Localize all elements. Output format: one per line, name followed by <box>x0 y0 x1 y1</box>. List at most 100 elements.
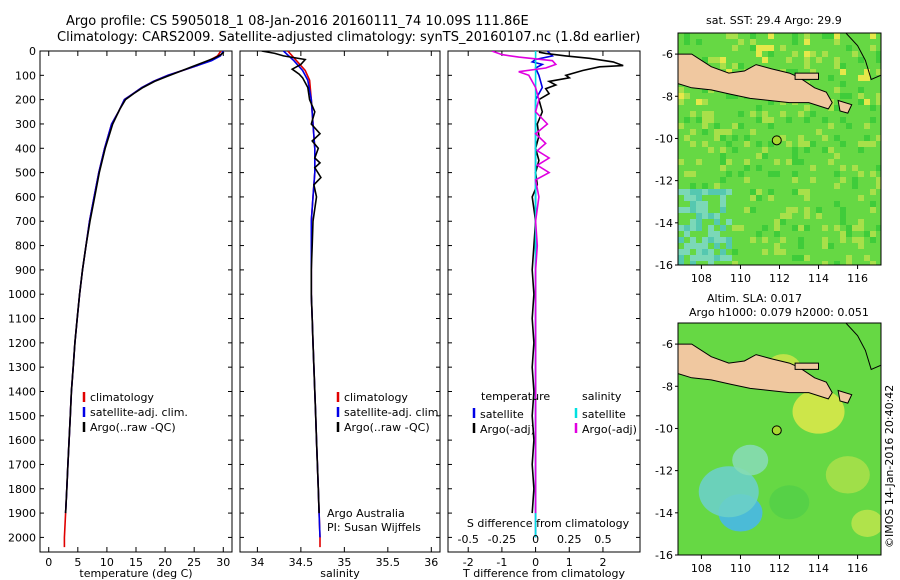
sst-cell <box>720 63 726 69</box>
sst-cell <box>696 39 702 45</box>
sst-cell <box>702 129 708 135</box>
sst-cell <box>696 219 702 225</box>
sst-cell <box>702 57 708 63</box>
temperature-series-argo-raw-qc- <box>64 51 225 514</box>
sst-cell <box>726 69 732 75</box>
sst-cell <box>870 117 876 123</box>
sst-cell <box>822 243 828 249</box>
temperature-series-climatology <box>63 51 222 548</box>
depth-tick-label: 600 <box>15 191 36 204</box>
sst-cell <box>834 171 840 177</box>
depth-tick-label: 100 <box>15 69 36 82</box>
sst-cell <box>678 123 684 129</box>
sst-cell <box>756 105 762 111</box>
sst-cell <box>750 237 756 243</box>
difference-axes-frame <box>447 50 641 553</box>
sst-cell <box>678 207 684 213</box>
diff-legend-entry: Argo(-adj) <box>480 423 535 436</box>
sst-cell <box>726 33 732 39</box>
temperature-xlabel: temperature (deg C) <box>79 567 192 580</box>
depth-tick-label: 400 <box>15 142 36 155</box>
sst-lat-tick-label: -10 <box>655 132 673 145</box>
sst-cell <box>678 99 684 105</box>
sdiff-tick-label: 0.5 <box>594 533 612 546</box>
sst-cell <box>696 249 702 255</box>
sst-cell <box>822 51 828 57</box>
sst-cell <box>756 117 762 123</box>
sst-cell <box>720 195 726 201</box>
sst-cell <box>702 111 708 117</box>
sst-cell <box>870 237 876 243</box>
argo-float-marker <box>771 135 782 146</box>
sst-cell <box>780 45 786 51</box>
sdiff-tick-label: -0.25 <box>488 533 516 546</box>
sst-cell <box>804 57 810 63</box>
sst-cell <box>792 225 798 231</box>
sst-cell <box>852 237 858 243</box>
sst-cell <box>678 159 684 165</box>
sst-cell <box>714 243 720 249</box>
sst-cell <box>864 99 870 105</box>
sst-cell <box>702 141 708 147</box>
sst-cell <box>858 93 864 99</box>
sst-map-title: sat. SST: 29.4 Argo: 29.9 <box>706 14 842 27</box>
sst-cell <box>702 183 708 189</box>
sst-cell <box>714 123 720 129</box>
sst-cell <box>786 57 792 63</box>
sst-cell <box>690 141 696 147</box>
bali-land <box>837 99 853 114</box>
sst-cell <box>762 225 768 231</box>
temperature-legend-entry: Argo(..raw -QC) <box>90 421 176 434</box>
sst-cell <box>702 207 708 213</box>
sst-cell <box>840 219 846 225</box>
sst-cell <box>732 123 738 129</box>
sst-cell <box>780 213 786 219</box>
sst-cell <box>732 33 738 39</box>
madura-land <box>794 72 819 80</box>
sst-cell <box>768 45 774 51</box>
sst-cell <box>696 225 702 231</box>
sst-cell <box>780 249 786 255</box>
sst-cell <box>786 69 792 75</box>
depth-tick-label: 1400 <box>8 385 36 398</box>
sst-cell <box>810 177 816 183</box>
sst-cell <box>678 237 684 243</box>
sla-anomaly-blob <box>732 444 769 476</box>
sst-cell <box>804 141 810 147</box>
sla-lon-tick-label: 116 <box>847 562 868 575</box>
sst-cell <box>858 87 864 93</box>
sla-lon-tick-label: 110 <box>730 562 751 575</box>
sst-cell <box>804 189 810 195</box>
sst-cell <box>798 135 804 141</box>
temperature-xtick-label: 5 <box>74 556 81 569</box>
sst-cell <box>870 45 876 51</box>
diff-legend-header-salinity: salinity <box>582 390 622 403</box>
sst-cell <box>750 189 756 195</box>
sst-cell <box>840 207 846 213</box>
sst-cell <box>750 207 756 213</box>
sst-cell <box>792 153 798 159</box>
sst-cell <box>858 225 864 231</box>
sst-cell <box>702 99 708 105</box>
depth-tick-label: 900 <box>15 264 36 277</box>
sst-cell <box>852 183 858 189</box>
temperature-panel: 0 5 10 15 20 25 30 temperature (deg C) 0 100 200 30… <box>8 45 233 580</box>
sdiff-tick-label: 0.25 <box>557 533 582 546</box>
sst-cell <box>732 45 738 51</box>
sst-cell <box>678 249 684 255</box>
sst-cell <box>870 171 876 177</box>
sst-cell <box>864 135 870 141</box>
sst-cell <box>792 39 798 45</box>
sst-cell <box>762 111 768 117</box>
sst-cell <box>768 123 774 129</box>
sst-cell <box>684 117 690 123</box>
sst-cell <box>702 249 708 255</box>
sst-cell <box>870 201 876 207</box>
sdiff-tick-label: 0 <box>532 533 539 546</box>
sst-cell <box>678 261 684 265</box>
sla-lat-tick-label: -10 <box>655 422 673 435</box>
sst-cell <box>708 231 714 237</box>
sst-cell <box>720 255 726 261</box>
sst-cell <box>708 57 714 63</box>
sst-cell <box>732 147 738 153</box>
